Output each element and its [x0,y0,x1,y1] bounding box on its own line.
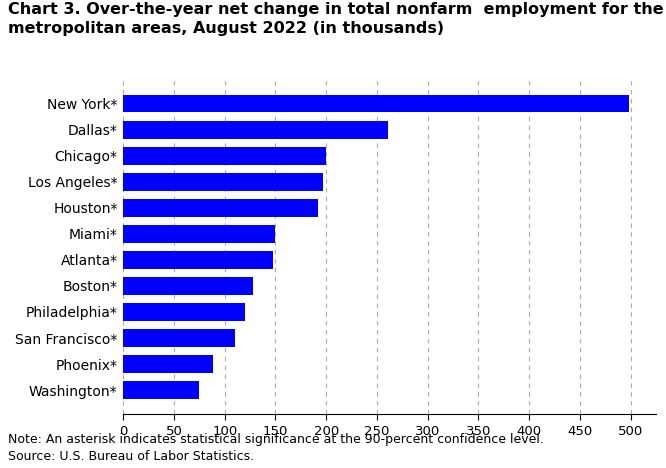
Bar [123,251,274,269]
Text: Source: U.S. Bureau of Labor Statistics.: Source: U.S. Bureau of Labor Statistics. [8,450,254,463]
Text: metropolitan areas, August 2022 (in thousands): metropolitan areas, August 2022 (in thou… [8,21,444,36]
Bar [123,95,629,112]
Bar [123,121,388,139]
Bar [123,199,318,217]
Text: Note: An asterisk indicates statistical significance at the 90-percent confidenc: Note: An asterisk indicates statistical … [8,433,544,446]
Bar [123,225,276,243]
Bar [123,329,235,347]
Text: Chart 3. Over-the-year net change in total nonfarm  employment for the 12 larges: Chart 3. Over-the-year net change in tot… [8,2,666,17]
Bar [123,147,326,165]
Bar [123,381,199,399]
Bar [123,355,212,373]
Bar [123,277,253,295]
Bar [123,173,323,190]
Bar [123,303,245,321]
